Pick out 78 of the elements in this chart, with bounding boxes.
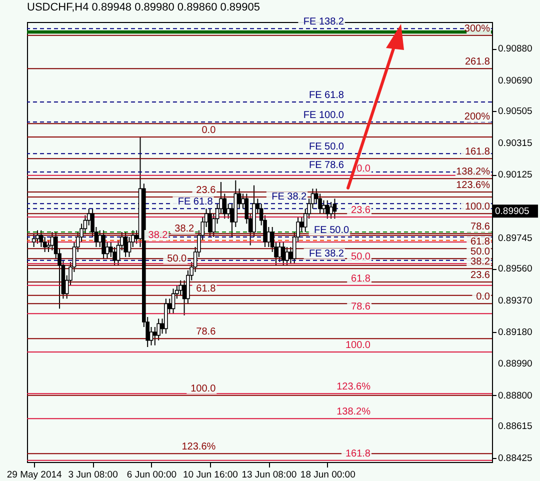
annotation: 161.8 <box>345 448 371 460</box>
x-tick-label: 3 Jun 08:00 <box>68 470 118 480</box>
y-tick-label: 0.90505 <box>498 106 532 118</box>
annotation: 23.6 <box>470 270 490 281</box>
chart-title: USDCHF,H4 0.89948 0.89980 0.89860 0.89905 <box>27 2 260 14</box>
annotation: 78.6 <box>351 302 371 313</box>
annotation: FE 50.0 <box>314 225 350 236</box>
annotation: 50.0 <box>351 252 371 263</box>
annotation: 78.6 <box>470 222 490 233</box>
annotation: 38.2 <box>148 230 168 241</box>
annotation: 38.2 <box>470 256 490 268</box>
annotation: 23.6 <box>196 185 216 196</box>
annotation: 0.0 <box>202 125 216 136</box>
annotation: 50.0 <box>470 246 490 258</box>
annotation: 123.6% <box>182 442 216 453</box>
candlestick <box>278 242 282 262</box>
y-tick-label: 0.90880 <box>498 44 532 55</box>
y-tick-label: 0.90315 <box>498 138 532 149</box>
annotation: 78.6 <box>196 326 216 338</box>
y-tick-label: 0.88425 <box>498 452 532 464</box>
annotation: 200% <box>464 112 490 123</box>
y-tick-label: 0.88615 <box>498 421 532 432</box>
annotation: FE 38.2 <box>272 192 308 203</box>
annotation: 261.8 <box>464 56 490 68</box>
annotation: 0.0 <box>356 163 371 174</box>
annotation: 61.8 <box>470 236 490 248</box>
annotation: 38.2 <box>174 223 195 234</box>
annotation: FE 50.0 <box>308 142 344 153</box>
candlestick <box>102 230 106 260</box>
candlestick <box>112 246 116 266</box>
candlestick <box>36 230 40 244</box>
annotation: FE 38.2 <box>308 248 344 260</box>
annotation: 50.0 <box>167 253 188 264</box>
annotation: 0.0 <box>476 292 490 303</box>
candlestick <box>332 198 337 220</box>
annotation: FE 61.8 <box>308 90 344 101</box>
x-tick-label: 29 May 2014 <box>6 470 62 480</box>
candlestick <box>32 233 36 248</box>
annotation: FE 61.8 <box>178 196 214 208</box>
text: 0.89905 <box>495 206 530 218</box>
annotation: 300% <box>464 23 490 34</box>
candlestick <box>285 246 289 266</box>
candlestick <box>322 200 326 214</box>
y-tick-label: 0.89370 <box>498 295 532 306</box>
candlestick <box>124 232 128 258</box>
y-tick-label: 0.88800 <box>498 390 532 402</box>
annotation: 138.2% <box>336 406 371 418</box>
x-tick-label: 18 Jun 00:00 <box>300 470 356 480</box>
candlestick <box>281 242 286 266</box>
annotation: FE 78.6 <box>308 160 344 171</box>
y-tick-label: 0.90125 <box>498 170 532 180</box>
annotation: 138.2% <box>456 166 490 178</box>
annotation: 61.8 <box>351 273 371 284</box>
candlestick <box>178 280 183 296</box>
annotation: 61.8 <box>196 283 216 294</box>
annotation: FE 100.0 <box>303 110 344 121</box>
annotation: 100.0 <box>464 202 490 213</box>
x-tick-label: 6 Jun 00:00 <box>126 470 177 480</box>
candlestick <box>329 202 333 220</box>
candlestick <box>171 288 176 314</box>
annotation: 161.8 <box>464 146 490 158</box>
x-tick-label: 10 Jun 16:00 <box>182 470 238 480</box>
y-tick-label: 0.90690 <box>498 75 532 86</box>
candlestick <box>325 200 330 220</box>
annotation: 123.6% <box>456 180 490 191</box>
annotation: 23.6 <box>351 205 371 216</box>
annotation: 123.6% <box>336 382 371 393</box>
candlestick <box>153 326 157 346</box>
annotation: 100.0 <box>345 340 371 351</box>
x-tick-label: 13 Jun 08:00 <box>242 470 297 480</box>
candlestick <box>208 208 212 238</box>
y-tick-label: 0.88990 <box>498 358 532 370</box>
y-tick-label: 0.89180 <box>498 327 532 338</box>
y-tick-label: 0.89745 <box>498 232 532 244</box>
annotation: FE 138.2 <box>303 16 344 28</box>
candlestick <box>50 232 54 251</box>
y-tick-label: 0.89560 <box>498 264 532 275</box>
annotation: 100.0 <box>190 383 216 394</box>
